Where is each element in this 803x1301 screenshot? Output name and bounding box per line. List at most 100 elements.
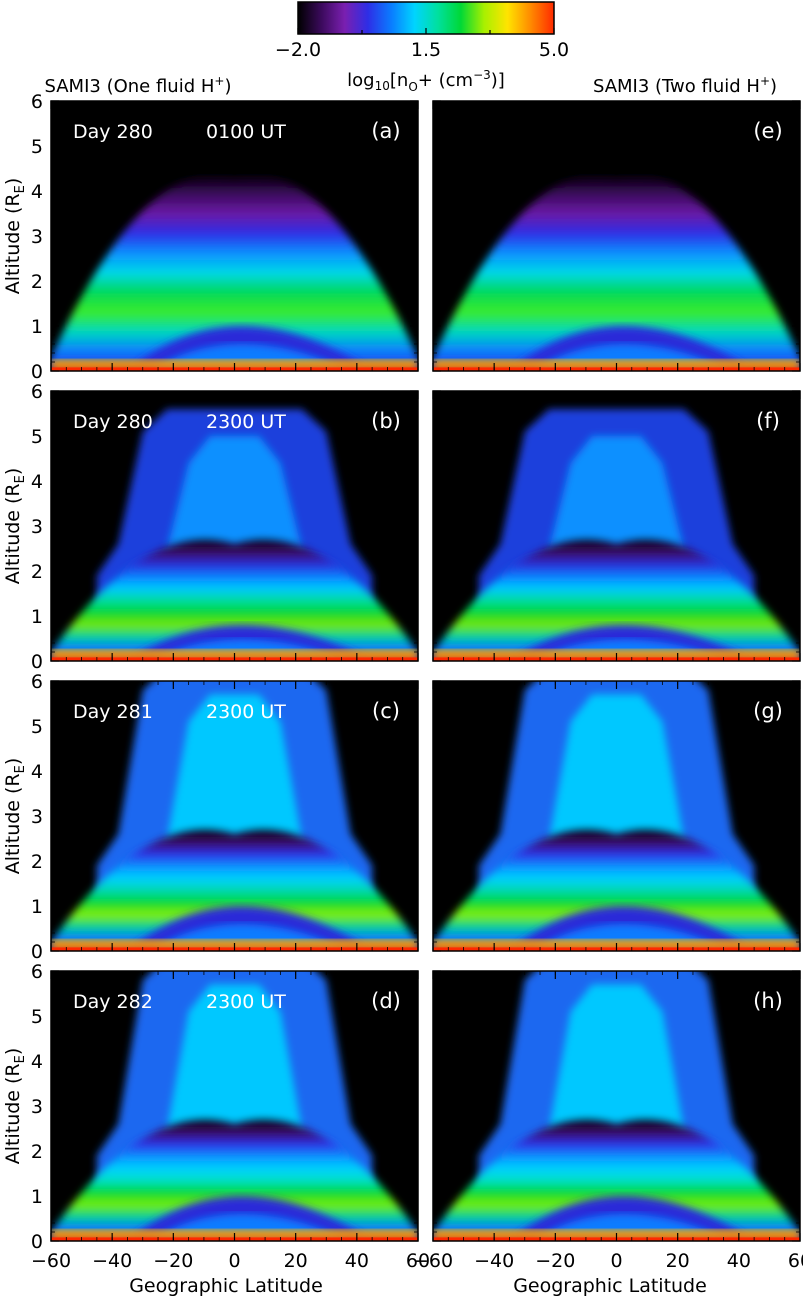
y-tick-label: 4	[31, 1051, 43, 1073]
panel-ticks	[50, 100, 419, 372]
y-tick-label: 4	[31, 761, 43, 783]
y-tick-label: 5	[31, 716, 43, 738]
x-tick-label: 60	[788, 1250, 803, 1272]
left-column-header: SAMI3 (One fluid H+)	[44, 74, 231, 97]
colorbar: −2.0 1.5 5.0 log10[nO+ (cm−3)]	[275, 1, 569, 94]
panel-ticks	[432, 390, 801, 662]
panel-a: Day 280 0100 UT (a) 0 1 2 3 4 5 6 Altitude (RE)	[2, 91, 419, 383]
panel-g: (g)	[432, 680, 801, 952]
panel-time-label: 2300 UT	[206, 411, 286, 433]
x-tick-label: −60	[31, 1250, 71, 1272]
panel-ticks	[50, 970, 419, 1242]
panel-tag: (f)	[756, 409, 780, 433]
colorbar-ticks	[297, 28, 555, 34]
y-tick-label: 5	[31, 136, 43, 158]
panel-day-label: Day 282	[73, 991, 153, 1013]
outer-arch	[433, 1119, 800, 1241]
colorbar-tick-min: −2.0	[275, 39, 321, 61]
y-tick-label: 2	[31, 851, 43, 873]
panel-day-label: Day 280	[73, 411, 153, 433]
y-tick-label: 0	[31, 361, 43, 383]
colorbar-label: log10[nO+ (cm−3)]	[347, 68, 505, 94]
panel-day-label: Day 280	[73, 121, 153, 143]
y-tick-label: 0	[31, 1231, 43, 1253]
x-tick-label: 40	[345, 1250, 369, 1272]
panel-tag: (c)	[372, 699, 400, 723]
panel-c: Day 281 2300 UT (c) 0 1 2 3 4 5 6 Altitude (RE)	[2, 671, 419, 963]
y-tick-label: 2	[31, 271, 43, 293]
panel-time-label: 0100 UT	[206, 121, 286, 143]
y-tick-label: 1	[31, 896, 43, 918]
panel-b: Day 280 2300 UT (b) 0 1 2 3 4 5 6 Altitude (RE)	[2, 381, 419, 673]
y-tick-label: 5	[31, 1006, 43, 1028]
y-tick-label: 2	[31, 561, 43, 583]
x-tick-label: 60	[406, 1250, 430, 1272]
y-tick-label: 1	[31, 606, 43, 628]
density-field	[51, 409, 418, 661]
y-tick-label: 3	[31, 226, 43, 248]
panel-tag: (d)	[371, 989, 401, 1013]
panel-time-label: 2300 UT	[206, 991, 286, 1013]
y-tick-label: 3	[31, 1096, 43, 1118]
y-tick-label: 3	[31, 516, 43, 538]
y-tick-label: 4	[31, 471, 43, 493]
density-field	[433, 681, 800, 951]
panel-tag: (b)	[371, 409, 401, 433]
panel-h: (h) −60 −40 −20 0 20 40 60	[413, 970, 803, 1272]
y-tick-label: 0	[31, 651, 43, 673]
density-field	[51, 971, 418, 1241]
y-tick-label: 1	[31, 316, 43, 338]
x-tick-label: −60	[413, 1250, 453, 1272]
panel-time-label: 2300 UT	[206, 701, 286, 723]
x-tick-label: 0	[610, 1250, 622, 1272]
panel-tag: (a)	[371, 119, 400, 143]
x-axis-label-left: Geographic Latitude	[129, 1275, 323, 1297]
x-tick-label: 20	[284, 1250, 308, 1272]
y-tick-label: 5	[31, 426, 43, 448]
panel-tag: (e)	[753, 119, 782, 143]
panel-ticks	[432, 100, 801, 372]
y-axis-label: Altitude (RE)	[2, 468, 28, 585]
y-axis-label: Altitude (RE)	[2, 178, 28, 295]
outer-arch	[51, 539, 418, 661]
outer-arch	[51, 174, 418, 371]
panel-ticks	[50, 680, 419, 952]
x-axis-label-right: Geographic Latitude	[513, 1275, 707, 1297]
outer-arch	[433, 539, 800, 661]
y-tick-label: 6	[31, 961, 43, 983]
colorbar-tick-max: 5.0	[539, 39, 569, 61]
y-tick-label: 4	[31, 181, 43, 203]
y-tick-label: 6	[31, 381, 43, 403]
right-column-header: SAMI3 (Two fluid H+)	[593, 74, 777, 97]
x-tick-label: 20	[666, 1250, 690, 1272]
y-tick-label: 2	[31, 1141, 43, 1163]
outer-arch	[51, 829, 418, 951]
panel-f: (f)	[432, 390, 801, 662]
panel-tag: (g)	[753, 699, 783, 723]
panel-e: (e)	[432, 100, 801, 372]
x-tick-label: −20	[535, 1250, 575, 1272]
x-tick-label: −20	[153, 1250, 193, 1272]
y-axis-label: Altitude (RE)	[2, 758, 28, 875]
x-tick-label: 0	[228, 1250, 240, 1272]
y-tick-label: 3	[31, 806, 43, 828]
panel-tag: (h)	[753, 989, 783, 1013]
density-field	[433, 409, 800, 661]
y-tick-label: 1	[31, 1186, 43, 1208]
panel-d: Day 282 2300 UT (d) 0 1 2 3 4 5 6 Altitude (RE) −60…	[2, 961, 430, 1272]
y-axis-label: Altitude (RE)	[2, 1048, 28, 1165]
panel-ticks	[432, 680, 801, 952]
y-tick-label: 6	[31, 671, 43, 693]
density-field	[433, 971, 800, 1241]
outer-arch	[51, 1119, 418, 1241]
x-tick-label: −40	[474, 1250, 514, 1272]
panel-ticks	[432, 970, 801, 1242]
panel-ticks	[50, 390, 419, 662]
outer-arch	[433, 829, 800, 951]
panel-day-label: Day 281	[73, 701, 153, 723]
colorbar-tick-mid: 1.5	[411, 39, 441, 61]
outer-arch	[433, 174, 800, 371]
y-tick-label: 0	[31, 941, 43, 963]
